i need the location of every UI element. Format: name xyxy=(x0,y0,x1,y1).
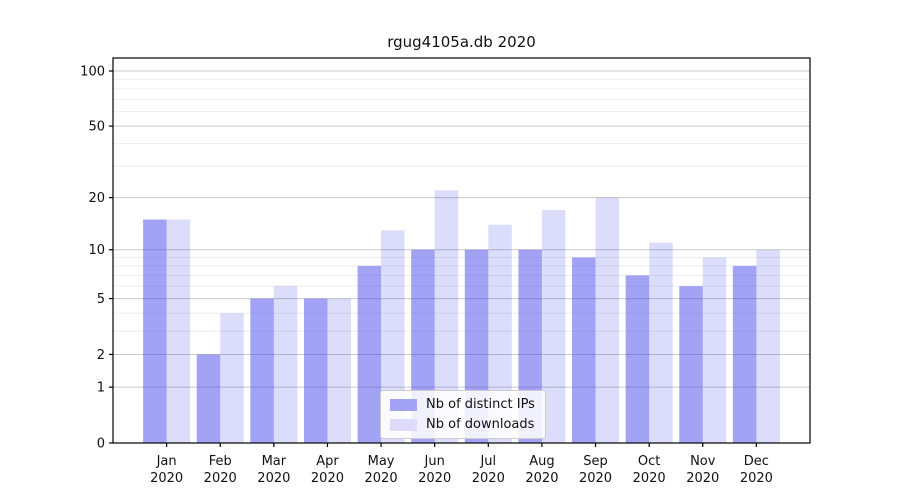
y-tick-label: 0 xyxy=(97,437,105,452)
bar-distinct-ips xyxy=(250,298,274,443)
bar-distinct-ips xyxy=(732,265,757,443)
legend-swatch-distinct-ips-icon xyxy=(390,398,417,411)
x-tick-label: Feb xyxy=(209,454,232,469)
x-tick-label: Apr xyxy=(316,454,339,469)
axis-frame xyxy=(112,57,811,444)
bar-downloads xyxy=(327,298,351,443)
x-tick-label: Aug xyxy=(529,454,554,469)
legend-swatch-downloads-icon xyxy=(390,418,417,431)
legend-label-distinct-ips: Nb of distinct IPs xyxy=(426,397,535,412)
bar-downloads xyxy=(595,197,620,443)
bar-downloads xyxy=(273,286,298,443)
x-tick-label-year: 2020 xyxy=(472,471,505,486)
x-tick-label-year: 2020 xyxy=(579,471,612,486)
bar-distinct-ips xyxy=(625,275,650,443)
x-tick-label: Dec xyxy=(744,454,769,469)
x-tick-label-year: 2020 xyxy=(418,471,451,486)
bar-downloads xyxy=(220,313,244,443)
legend-entry-downloads: Nb of downloads xyxy=(390,417,535,432)
chart-title: rgug4105a.db 2020 xyxy=(387,33,536,51)
y-tick-label: 2 xyxy=(97,348,105,363)
bar-downloads xyxy=(702,257,727,443)
bar-downloads xyxy=(488,224,512,443)
x-tick-label: Jul xyxy=(479,454,496,469)
x-tick-label: Sep xyxy=(583,454,608,469)
y-tick-label: 100 xyxy=(80,65,105,80)
bar-distinct-ips xyxy=(572,257,596,443)
y-tick-label: 10 xyxy=(88,243,105,258)
bar-downloads xyxy=(166,219,191,443)
bar-distinct-ips xyxy=(357,265,382,443)
legend-label-downloads: Nb of downloads xyxy=(426,417,535,432)
bar-distinct-ips xyxy=(143,219,167,443)
x-tick-label-year: 2020 xyxy=(740,471,773,486)
x-tick-label: Jan xyxy=(156,454,177,469)
x-tick-label: May xyxy=(368,454,395,469)
x-tick-label-year: 2020 xyxy=(525,471,558,486)
bar-downloads xyxy=(434,190,459,443)
bar-distinct-ips xyxy=(303,298,328,443)
x-tick-label-year: 2020 xyxy=(686,471,719,486)
bar-downloads xyxy=(381,230,405,443)
x-tick-label-year: 2020 xyxy=(365,471,398,486)
y-tick-label: 5 xyxy=(97,292,105,307)
x-tick-label: Jun xyxy=(424,454,445,469)
y-tick-label: 1 xyxy=(97,381,105,396)
y-tick-label: 20 xyxy=(88,191,105,206)
legend-entry-distinct-ips: Nb of distinct IPs xyxy=(390,397,535,412)
x-tick-label-year: 2020 xyxy=(633,471,666,486)
bar-distinct-ips xyxy=(679,286,703,443)
legend: Nb of distinct IPs Nb of downloads xyxy=(380,390,546,439)
x-tick-label: Nov xyxy=(690,454,716,469)
bar-downloads xyxy=(649,242,673,443)
bar-distinct-ips xyxy=(196,354,221,443)
x-tick-label-year: 2020 xyxy=(257,471,290,486)
x-tick-label-year: 2020 xyxy=(311,471,344,486)
x-tick-label: Mar xyxy=(262,454,287,469)
bar-downloads xyxy=(756,249,780,443)
x-tick-label: Oct xyxy=(638,454,660,469)
x-tick-label-year: 2020 xyxy=(204,471,237,486)
bar-downloads xyxy=(541,210,566,443)
x-tick-label-year: 2020 xyxy=(150,471,183,486)
y-tick-label: 50 xyxy=(88,120,105,135)
